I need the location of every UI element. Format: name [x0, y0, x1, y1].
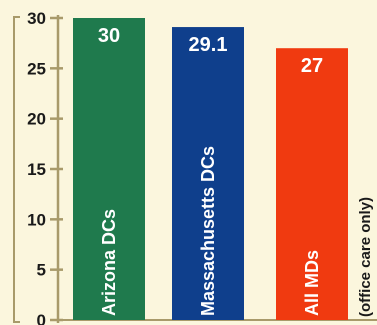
bar — [73, 18, 145, 320]
bar — [276, 48, 348, 320]
y-tick-label: 15 — [27, 160, 46, 179]
data-label: 29.1 — [189, 34, 228, 56]
labels: 30 Arizona DCs 29.1 Massachusetts DCs 27 All … — [98, 25, 374, 317]
category-label: Massachusetts DCs — [198, 146, 218, 316]
y-tick-label: 25 — [27, 59, 46, 78]
category-label: Arizona DCs — [99, 209, 119, 316]
y-tick-label: 5 — [37, 261, 46, 280]
y-tick-label: 0 — [37, 311, 46, 325]
axis-bracket — [13, 16, 20, 323]
y-tick-label: 20 — [27, 110, 46, 129]
y-tick-label: 10 — [27, 210, 46, 229]
y-tick-label: 30 — [27, 9, 46, 28]
category-label: All MDs — [302, 250, 322, 316]
bar — [172, 27, 244, 321]
category-note: (office care only) — [357, 197, 374, 317]
data-label: 27 — [301, 55, 323, 77]
data-label: 30 — [98, 25, 120, 47]
bars — [73, 18, 348, 321]
